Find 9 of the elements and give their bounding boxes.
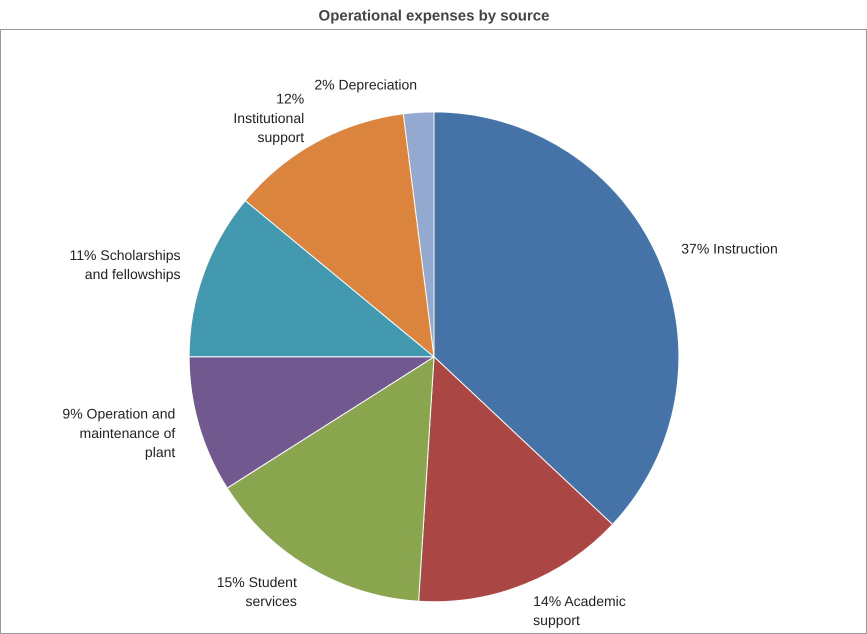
slice-label: 15% Student services — [216, 574, 297, 610]
slice-label: 14% Academic support — [533, 592, 626, 628]
slice-label: 11% Scholarships and fellowships — [70, 246, 181, 282]
slice-label: 37% Instruction — [681, 240, 778, 256]
slice-label: Institutional support — [233, 110, 304, 145]
data-label: 12% — [276, 90, 304, 107]
slice-label: 9% Operation and maintenance of plant — [62, 406, 176, 460]
slice-label: 2% Depreciation — [314, 76, 418, 93]
chart-title: Operational expenses by source — [318, 8, 550, 24]
